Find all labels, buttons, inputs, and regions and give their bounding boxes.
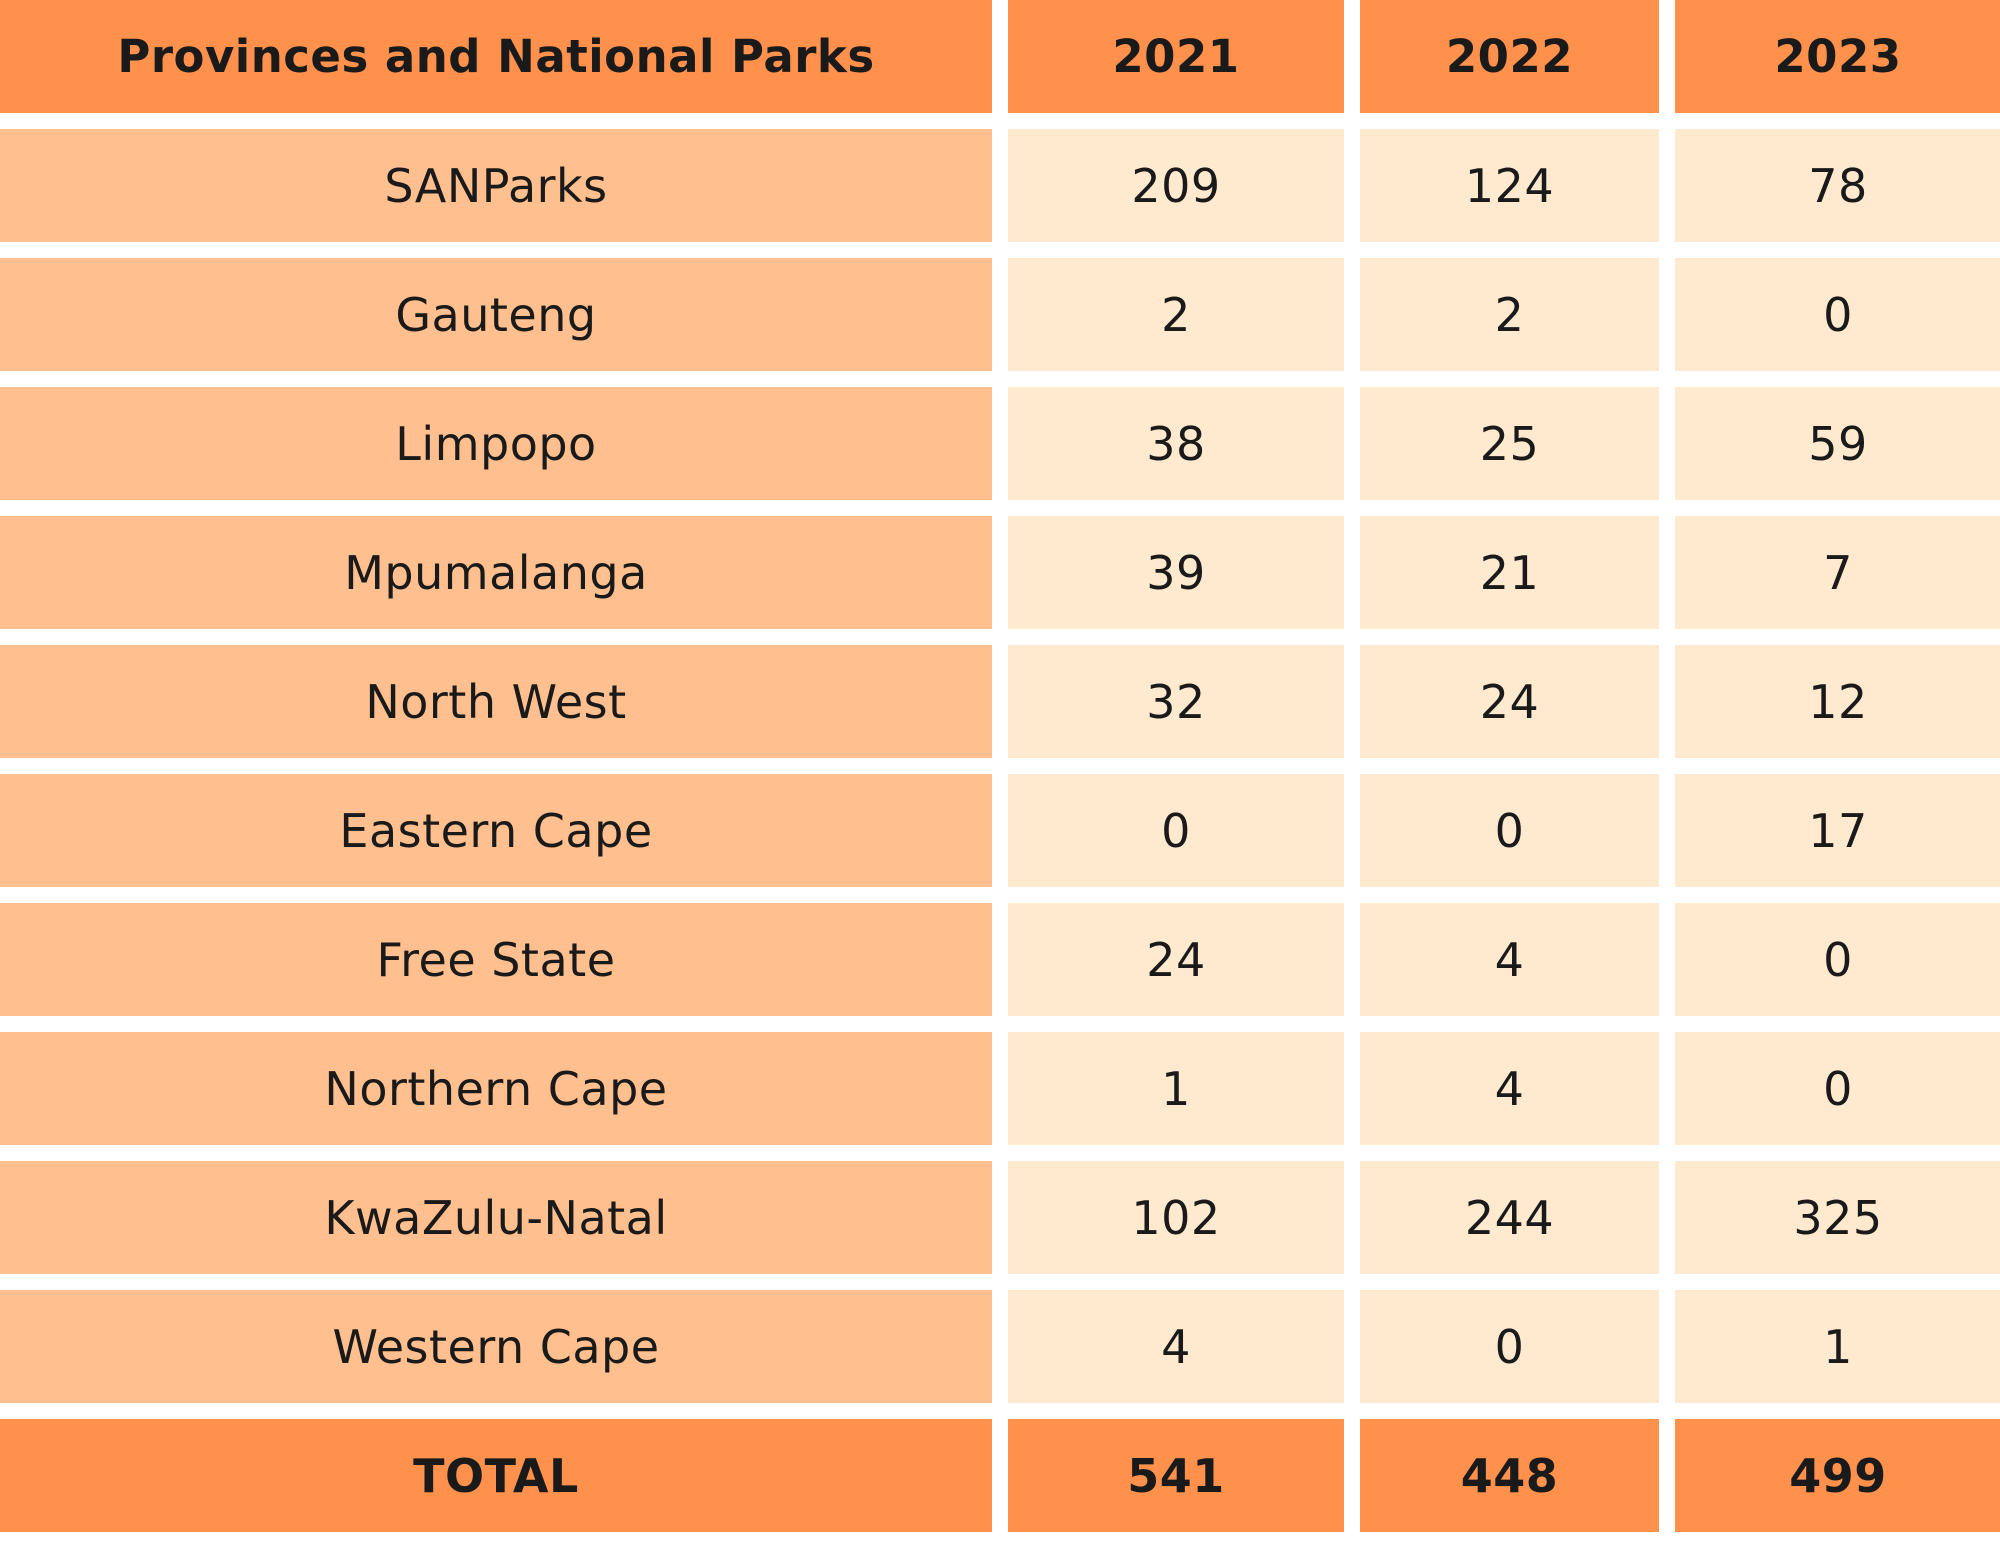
total-value-2023: 499 <box>1675 1419 2000 1532</box>
total-label: TOTAL <box>0 1419 992 1532</box>
row-value-2023: 12 <box>1675 645 2000 758</box>
row-label: Limpopo <box>0 387 992 500</box>
total-value-2022: 448 <box>1360 1419 1659 1532</box>
column-header-2022: 2022 <box>1360 0 1659 113</box>
row-value-2023: 325 <box>1675 1161 2000 1274</box>
column-header-province: Provinces and National Parks <box>0 0 992 113</box>
row-label: Western Cape <box>0 1290 992 1403</box>
row-label: SANParks <box>0 129 992 242</box>
row-value-2021: 2 <box>1008 258 1344 371</box>
row-value-2022: 2 <box>1360 258 1659 371</box>
row-value-2022: 244 <box>1360 1161 1659 1274</box>
row-value-2021: 4 <box>1008 1290 1344 1403</box>
row-value-2023: 0 <box>1675 903 2000 1016</box>
row-value-2021: 32 <box>1008 645 1344 758</box>
row-value-2021: 102 <box>1008 1161 1344 1274</box>
row-value-2022: 21 <box>1360 516 1659 629</box>
row-value-2023: 78 <box>1675 129 2000 242</box>
row-label: Northern Cape <box>0 1032 992 1145</box>
row-label: Mpumalanga <box>0 516 992 629</box>
row-value-2023: 59 <box>1675 387 2000 500</box>
row-value-2022: 25 <box>1360 387 1659 500</box>
row-label: Eastern Cape <box>0 774 992 887</box>
row-value-2023: 7 <box>1675 516 2000 629</box>
row-value-2022: 0 <box>1360 774 1659 887</box>
row-label: Free State <box>0 903 992 1016</box>
row-value-2023: 1 <box>1675 1290 2000 1403</box>
row-value-2023: 17 <box>1675 774 2000 887</box>
row-value-2021: 38 <box>1008 387 1344 500</box>
row-value-2022: 4 <box>1360 903 1659 1016</box>
row-value-2021: 24 <box>1008 903 1344 1016</box>
row-value-2022: 4 <box>1360 1032 1659 1145</box>
row-value-2021: 39 <box>1008 516 1344 629</box>
row-label: North West <box>0 645 992 758</box>
row-value-2022: 24 <box>1360 645 1659 758</box>
row-value-2022: 0 <box>1360 1290 1659 1403</box>
row-value-2021: 209 <box>1008 129 1344 242</box>
total-value-2021: 541 <box>1008 1419 1344 1532</box>
row-label: KwaZulu-Natal <box>0 1161 992 1274</box>
row-value-2023: 0 <box>1675 258 2000 371</box>
column-header-2023: 2023 <box>1675 0 2000 113</box>
row-value-2021: 0 <box>1008 774 1344 887</box>
column-header-2021: 2021 <box>1008 0 1344 113</box>
row-value-2021: 1 <box>1008 1032 1344 1145</box>
row-value-2022: 124 <box>1360 129 1659 242</box>
row-value-2023: 0 <box>1675 1032 2000 1145</box>
row-label: Gauteng <box>0 258 992 371</box>
